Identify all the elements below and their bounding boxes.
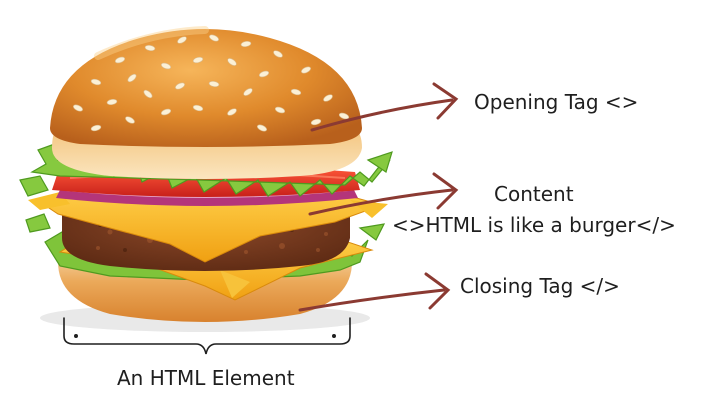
content-example-label: <>HTML is like a burger</> — [392, 213, 676, 237]
arrow-icon — [298, 288, 446, 312]
arrow-icon — [310, 98, 454, 132]
burger-illustration — [19, 26, 393, 332]
arrow-icon — [308, 188, 454, 216]
closing-tag-label: Closing Tag </> — [460, 274, 620, 298]
html-element-label: An HTML Element — [117, 366, 295, 390]
arrow-opening-tag — [310, 82, 459, 132]
top-bun — [50, 26, 362, 179]
arrow-closing-tag — [298, 272, 451, 312]
sesame-seeds — [73, 34, 350, 132]
opening-tag-label: Opening Tag <> — [474, 90, 639, 114]
content-label: Content — [494, 182, 574, 206]
arrow-content — [308, 172, 459, 216]
curly-brace-icon — [63, 317, 351, 355]
